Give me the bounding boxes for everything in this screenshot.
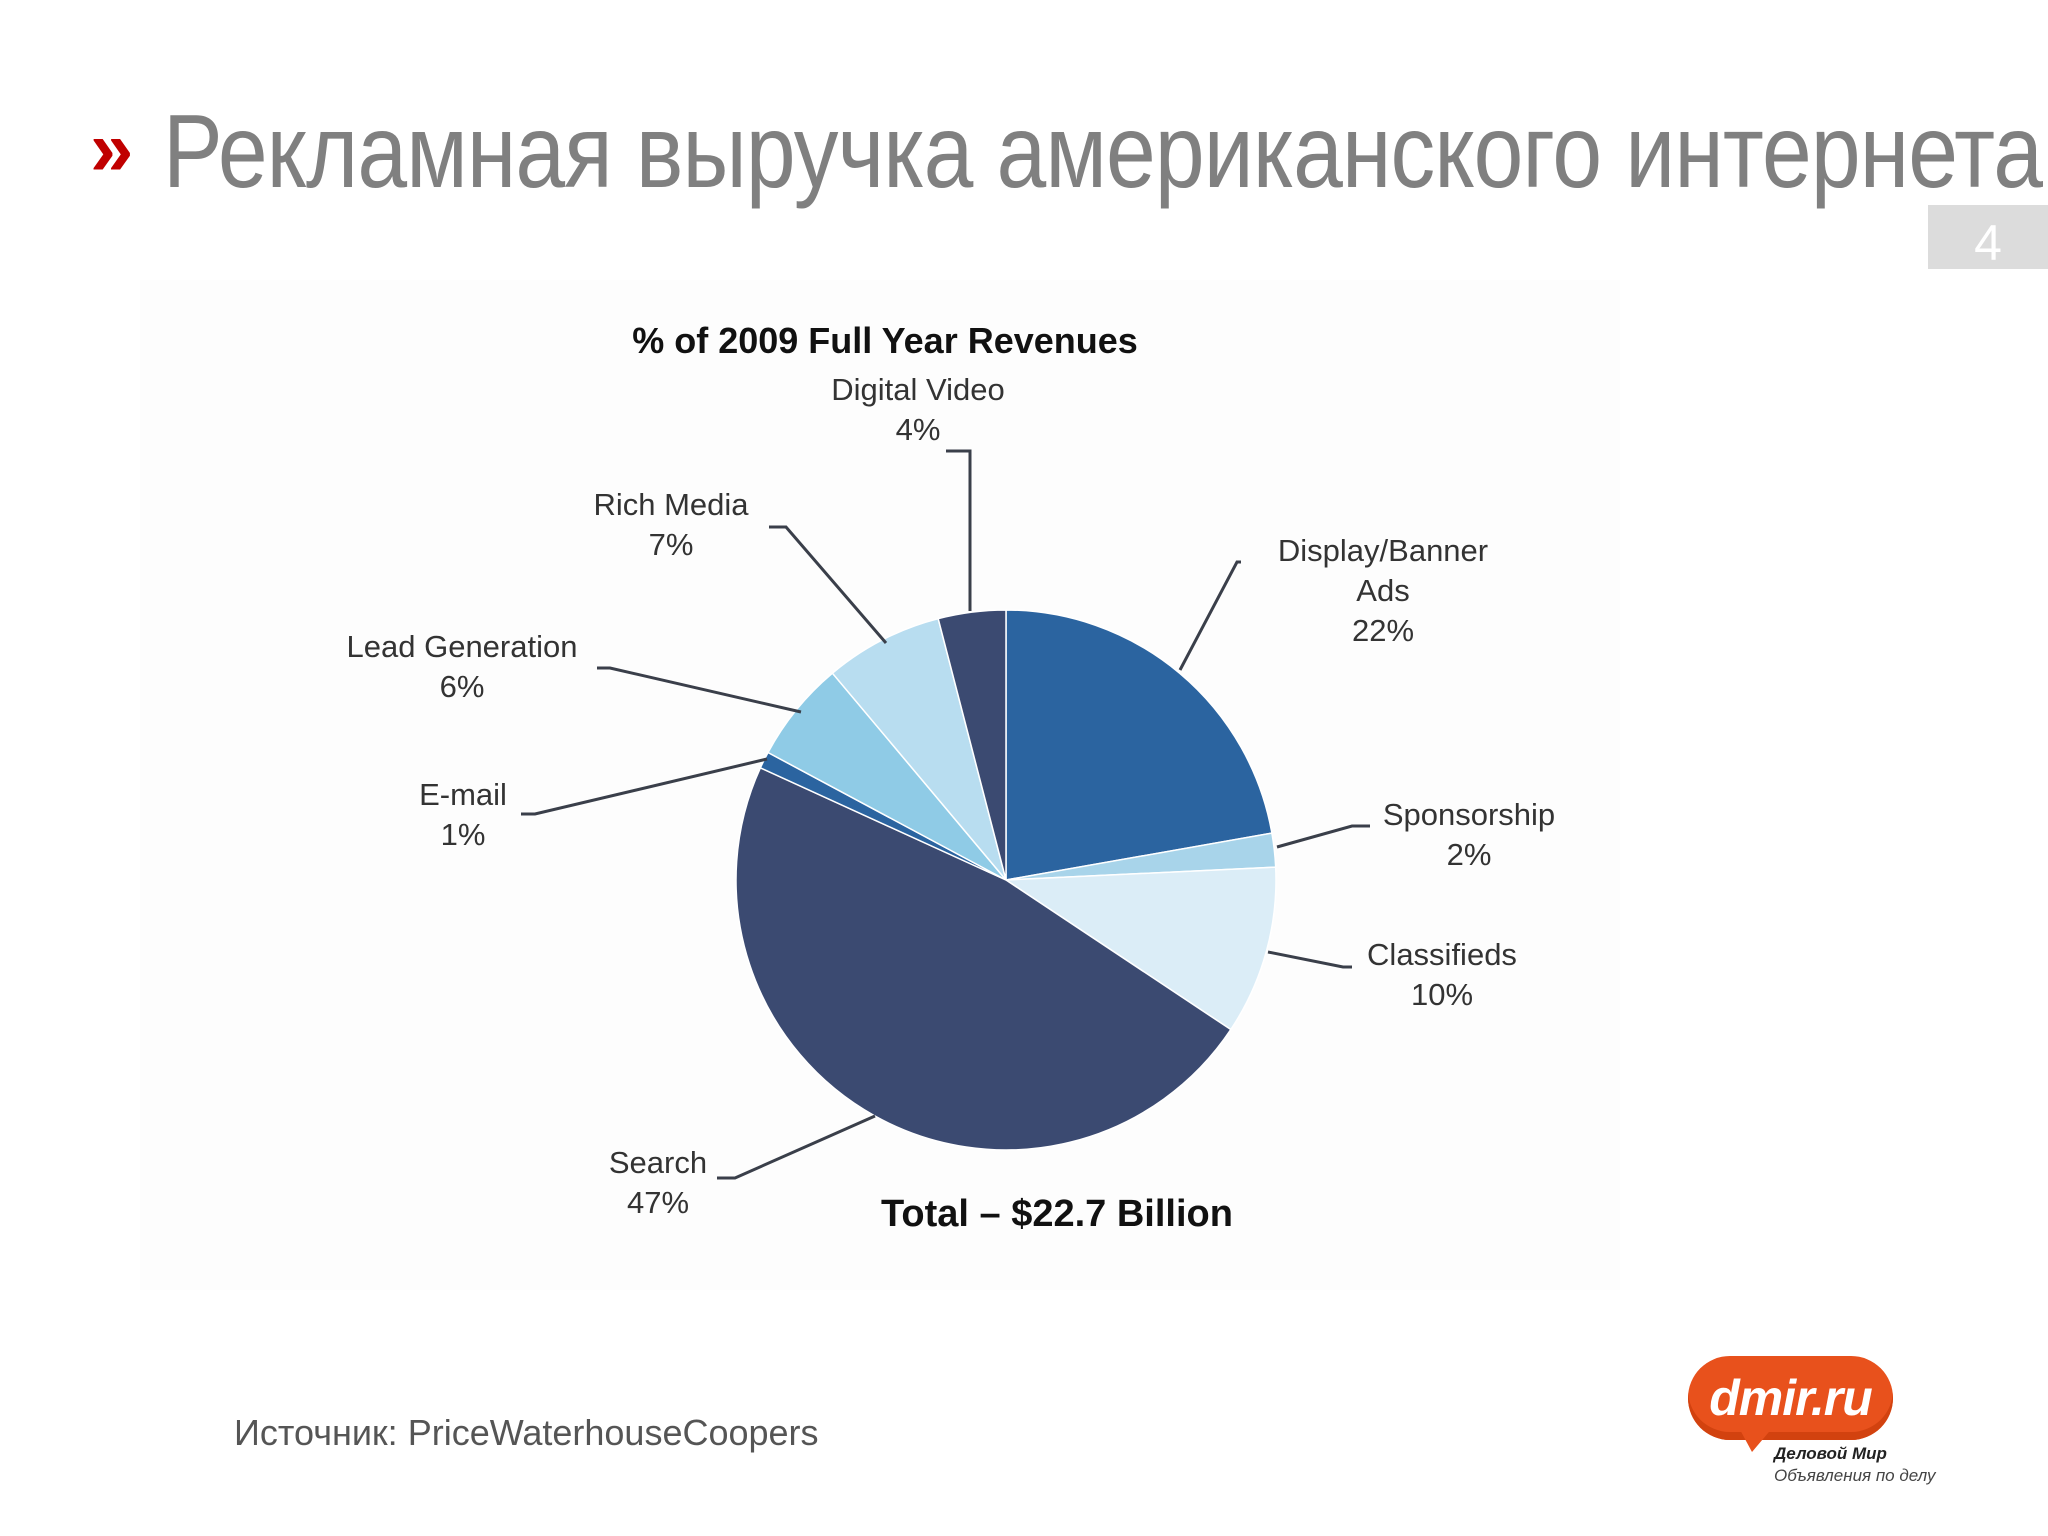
chart-area: % of 2009 Full Year Revenues Display/Ban… <box>140 280 1620 1290</box>
slice-label-rich-media-line-1: Rich Media <box>593 487 749 522</box>
slice-label-e-mail-line-1: E-mail <box>419 777 507 812</box>
slice-label-sponsorship-line-1: Sponsorship <box>1383 797 1555 832</box>
leader-lines <box>521 449 1370 1180</box>
pie-slice-display-banner-ads <box>1005 609 1273 881</box>
slice-label-rich-media-line-2: 7% <box>649 527 694 562</box>
slice-labels: Display/Banner Ads 22% Sponsorship 2% Classif… <box>347 372 1556 1220</box>
slice-label-sponsorship-line-2: 2% <box>1447 837 1492 872</box>
logo-tagline-name: Деловой Мир <box>1774 1444 1887 1463</box>
pie-slice-digital-video <box>937 609 1007 881</box>
leader-line-classifieds <box>1267 950 1352 969</box>
logo-name: dmir.ru <box>1709 1370 1872 1426</box>
slice-label-search-line-2: 47% <box>627 1185 689 1220</box>
source-note: Источник: PriceWaterhouseCoopers <box>234 1412 819 1453</box>
logo-tagline: Объявления по делу <box>1774 1466 1936 1485</box>
pie-chart: % of 2009 Full Year Revenues Display/Ban… <box>347 320 1556 1235</box>
leader-line-lead-generation <box>597 666 802 714</box>
slice-label-search-line-1: Search <box>609 1145 707 1180</box>
slice-label-lead-generation-line-1: Lead Generation <box>347 629 578 664</box>
slice-label-e-mail-line-2: 1% <box>441 817 486 852</box>
title-marker: » <box>90 104 134 192</box>
page-number: 4 <box>1928 205 2048 269</box>
pie-slice-classifieds <box>1003 866 1277 1031</box>
chart-title: % of 2009 Full Year Revenues <box>632 320 1138 361</box>
leader-line-search <box>717 1114 876 1180</box>
slice-label-display-banner-ads-line-1: Display/Banner <box>1278 533 1488 568</box>
slice-label-display-banner-ads-line-2: Ads <box>1356 573 1409 608</box>
chart-total: Total – $22.7 Billion <box>881 1193 1233 1235</box>
slice-label-lead-generation-line-2: 6% <box>440 669 485 704</box>
leader-line-digital-video <box>946 449 972 611</box>
slice-label-digital-video-line-2: 4% <box>896 412 941 447</box>
leader-line-display-banner-ads <box>1178 560 1241 671</box>
slice-label-classifieds-line-1: Classifieds <box>1367 937 1517 972</box>
slice-label-display-banner-ads-line-3: 22% <box>1352 613 1414 648</box>
logo-tail <box>1738 1426 1774 1452</box>
leader-line-sponsorship <box>1276 824 1370 849</box>
leader-line-rich-media <box>769 525 888 644</box>
dmir-logo[interactable]: dmir.ru Деловой Мир Объявления по делу <box>1688 1356 1958 1486</box>
slide-title: » Рекламная выручка американского интерн… <box>90 92 2048 212</box>
pie-slices <box>735 609 1277 1151</box>
logo-bubble <box>1688 1356 1893 1440</box>
slice-label-digital-video-line-1: Digital Video <box>831 372 1004 407</box>
slice-label-classifieds-line-2: 10% <box>1411 977 1473 1012</box>
leader-line-e-mail <box>521 757 768 816</box>
title-text: Рекламная выручка американского интернет… <box>163 94 2043 210</box>
